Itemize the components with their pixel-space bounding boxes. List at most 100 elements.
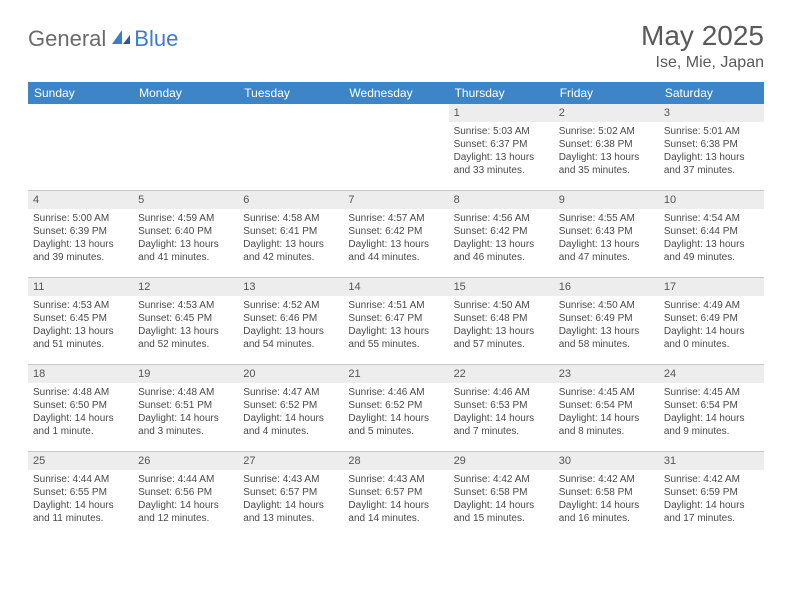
day-cell: 4Sunrise: 5:00 AMSunset: 6:39 PMDaylight… bbox=[28, 191, 133, 277]
logo: General Blue bbox=[28, 26, 178, 52]
daylight-line1: Daylight: 13 hours bbox=[664, 151, 759, 164]
day-cell: 31Sunrise: 4:42 AMSunset: 6:59 PMDayligh… bbox=[659, 452, 764, 538]
day-body: Sunrise: 4:46 AMSunset: 6:53 PMDaylight:… bbox=[449, 383, 554, 443]
sunrise-text: Sunrise: 4:47 AM bbox=[243, 386, 338, 399]
sunset-text: Sunset: 6:48 PM bbox=[454, 312, 549, 325]
daylight-line1: Daylight: 14 hours bbox=[243, 412, 338, 425]
day-cell bbox=[238, 104, 343, 190]
sunset-text: Sunset: 6:42 PM bbox=[348, 225, 443, 238]
sunrise-text: Sunrise: 4:43 AM bbox=[348, 473, 443, 486]
sunrise-text: Sunrise: 4:42 AM bbox=[559, 473, 654, 486]
daylight-line1: Daylight: 13 hours bbox=[559, 238, 654, 251]
day-cell: 9Sunrise: 4:55 AMSunset: 6:43 PMDaylight… bbox=[554, 191, 659, 277]
sunset-text: Sunset: 6:46 PM bbox=[243, 312, 338, 325]
daylight-line2: and 49 minutes. bbox=[664, 251, 759, 264]
weekday-header: Friday bbox=[554, 82, 659, 104]
day-body: Sunrise: 4:53 AMSunset: 6:45 PMDaylight:… bbox=[28, 296, 133, 356]
daylight-line2: and 14 minutes. bbox=[348, 512, 443, 525]
calendar: SundayMondayTuesdayWednesdayThursdayFrid… bbox=[28, 82, 764, 538]
day-cell: 20Sunrise: 4:47 AMSunset: 6:52 PMDayligh… bbox=[238, 365, 343, 451]
daylight-line1: Daylight: 14 hours bbox=[664, 325, 759, 338]
day-body: Sunrise: 4:50 AMSunset: 6:49 PMDaylight:… bbox=[554, 296, 659, 356]
weekday-header: Monday bbox=[133, 82, 238, 104]
day-body: Sunrise: 5:00 AMSunset: 6:39 PMDaylight:… bbox=[28, 209, 133, 269]
day-cell: 15Sunrise: 4:50 AMSunset: 6:48 PMDayligh… bbox=[449, 278, 554, 364]
day-cell: 28Sunrise: 4:43 AMSunset: 6:57 PMDayligh… bbox=[343, 452, 448, 538]
day-cell: 21Sunrise: 4:46 AMSunset: 6:52 PMDayligh… bbox=[343, 365, 448, 451]
day-body: Sunrise: 4:44 AMSunset: 6:55 PMDaylight:… bbox=[28, 470, 133, 530]
daylight-line2: and 16 minutes. bbox=[559, 512, 654, 525]
day-body: Sunrise: 5:01 AMSunset: 6:38 PMDaylight:… bbox=[659, 122, 764, 182]
daylight-line2: and 52 minutes. bbox=[138, 338, 233, 351]
daylight-line2: and 54 minutes. bbox=[243, 338, 338, 351]
sunset-text: Sunset: 6:55 PM bbox=[33, 486, 128, 499]
daylight-line2: and 55 minutes. bbox=[348, 338, 443, 351]
daylight-line2: and 0 minutes. bbox=[664, 338, 759, 351]
daylight-line1: Daylight: 13 hours bbox=[33, 238, 128, 251]
weekday-header: Sunday bbox=[28, 82, 133, 104]
daylight-line2: and 8 minutes. bbox=[559, 425, 654, 438]
sunset-text: Sunset: 6:45 PM bbox=[138, 312, 233, 325]
sunset-text: Sunset: 6:40 PM bbox=[138, 225, 233, 238]
sunset-text: Sunset: 6:47 PM bbox=[348, 312, 443, 325]
daylight-line1: Daylight: 14 hours bbox=[664, 499, 759, 512]
daylight-line2: and 51 minutes. bbox=[33, 338, 128, 351]
day-cell: 19Sunrise: 4:48 AMSunset: 6:51 PMDayligh… bbox=[133, 365, 238, 451]
day-number: 3 bbox=[659, 104, 764, 122]
day-cell: 18Sunrise: 4:48 AMSunset: 6:50 PMDayligh… bbox=[28, 365, 133, 451]
daylight-line2: and 12 minutes. bbox=[138, 512, 233, 525]
day-cell: 25Sunrise: 4:44 AMSunset: 6:55 PMDayligh… bbox=[28, 452, 133, 538]
day-cell: 26Sunrise: 4:44 AMSunset: 6:56 PMDayligh… bbox=[133, 452, 238, 538]
day-body: Sunrise: 4:59 AMSunset: 6:40 PMDaylight:… bbox=[133, 209, 238, 269]
weekday-header: Thursday bbox=[449, 82, 554, 104]
day-number: 2 bbox=[554, 104, 659, 122]
day-number: 4 bbox=[28, 191, 133, 209]
sunrise-text: Sunrise: 4:43 AM bbox=[243, 473, 338, 486]
weekday-header: Saturday bbox=[659, 82, 764, 104]
sunset-text: Sunset: 6:49 PM bbox=[559, 312, 654, 325]
week-row: 1Sunrise: 5:03 AMSunset: 6:37 PMDaylight… bbox=[28, 104, 764, 190]
day-number: 16 bbox=[554, 278, 659, 296]
day-number: 27 bbox=[238, 452, 343, 470]
day-cell: 7Sunrise: 4:57 AMSunset: 6:42 PMDaylight… bbox=[343, 191, 448, 277]
title-block: May 2025 Ise, Mie, Japan bbox=[641, 20, 764, 72]
sunset-text: Sunset: 6:37 PM bbox=[454, 138, 549, 151]
day-body: Sunrise: 4:48 AMSunset: 6:51 PMDaylight:… bbox=[133, 383, 238, 443]
sail-icon bbox=[110, 28, 132, 51]
daylight-line1: Daylight: 14 hours bbox=[454, 499, 549, 512]
logo-text-blue: Blue bbox=[134, 26, 178, 52]
day-number: 23 bbox=[554, 365, 659, 383]
day-number: 20 bbox=[238, 365, 343, 383]
location: Ise, Mie, Japan bbox=[641, 54, 764, 72]
daylight-line1: Daylight: 13 hours bbox=[243, 238, 338, 251]
sunset-text: Sunset: 6:41 PM bbox=[243, 225, 338, 238]
sunrise-text: Sunrise: 4:46 AM bbox=[454, 386, 549, 399]
sunrise-text: Sunrise: 4:56 AM bbox=[454, 212, 549, 225]
week-row: 11Sunrise: 4:53 AMSunset: 6:45 PMDayligh… bbox=[28, 277, 764, 364]
sunset-text: Sunset: 6:51 PM bbox=[138, 399, 233, 412]
sunset-text: Sunset: 6:56 PM bbox=[138, 486, 233, 499]
day-number: 1 bbox=[449, 104, 554, 122]
daylight-line2: and 41 minutes. bbox=[138, 251, 233, 264]
sunrise-text: Sunrise: 4:58 AM bbox=[243, 212, 338, 225]
daylight-line1: Daylight: 14 hours bbox=[243, 499, 338, 512]
sunrise-text: Sunrise: 4:45 AM bbox=[664, 386, 759, 399]
day-number: 11 bbox=[28, 278, 133, 296]
daylight-line2: and 46 minutes. bbox=[454, 251, 549, 264]
daylight-line1: Daylight: 14 hours bbox=[454, 412, 549, 425]
day-cell: 1Sunrise: 5:03 AMSunset: 6:37 PMDaylight… bbox=[449, 104, 554, 190]
daylight-line2: and 35 minutes. bbox=[559, 164, 654, 177]
day-number: 13 bbox=[238, 278, 343, 296]
sunrise-text: Sunrise: 4:52 AM bbox=[243, 299, 338, 312]
day-cell: 13Sunrise: 4:52 AMSunset: 6:46 PMDayligh… bbox=[238, 278, 343, 364]
daylight-line2: and 4 minutes. bbox=[243, 425, 338, 438]
sunrise-text: Sunrise: 4:51 AM bbox=[348, 299, 443, 312]
daylight-line2: and 9 minutes. bbox=[664, 425, 759, 438]
daylight-line1: Daylight: 13 hours bbox=[454, 238, 549, 251]
sunset-text: Sunset: 6:58 PM bbox=[454, 486, 549, 499]
day-cell: 16Sunrise: 4:50 AMSunset: 6:49 PMDayligh… bbox=[554, 278, 659, 364]
daylight-line1: Daylight: 13 hours bbox=[559, 325, 654, 338]
sunrise-text: Sunrise: 4:57 AM bbox=[348, 212, 443, 225]
day-cell: 10Sunrise: 4:54 AMSunset: 6:44 PMDayligh… bbox=[659, 191, 764, 277]
sunrise-text: Sunrise: 4:44 AM bbox=[33, 473, 128, 486]
